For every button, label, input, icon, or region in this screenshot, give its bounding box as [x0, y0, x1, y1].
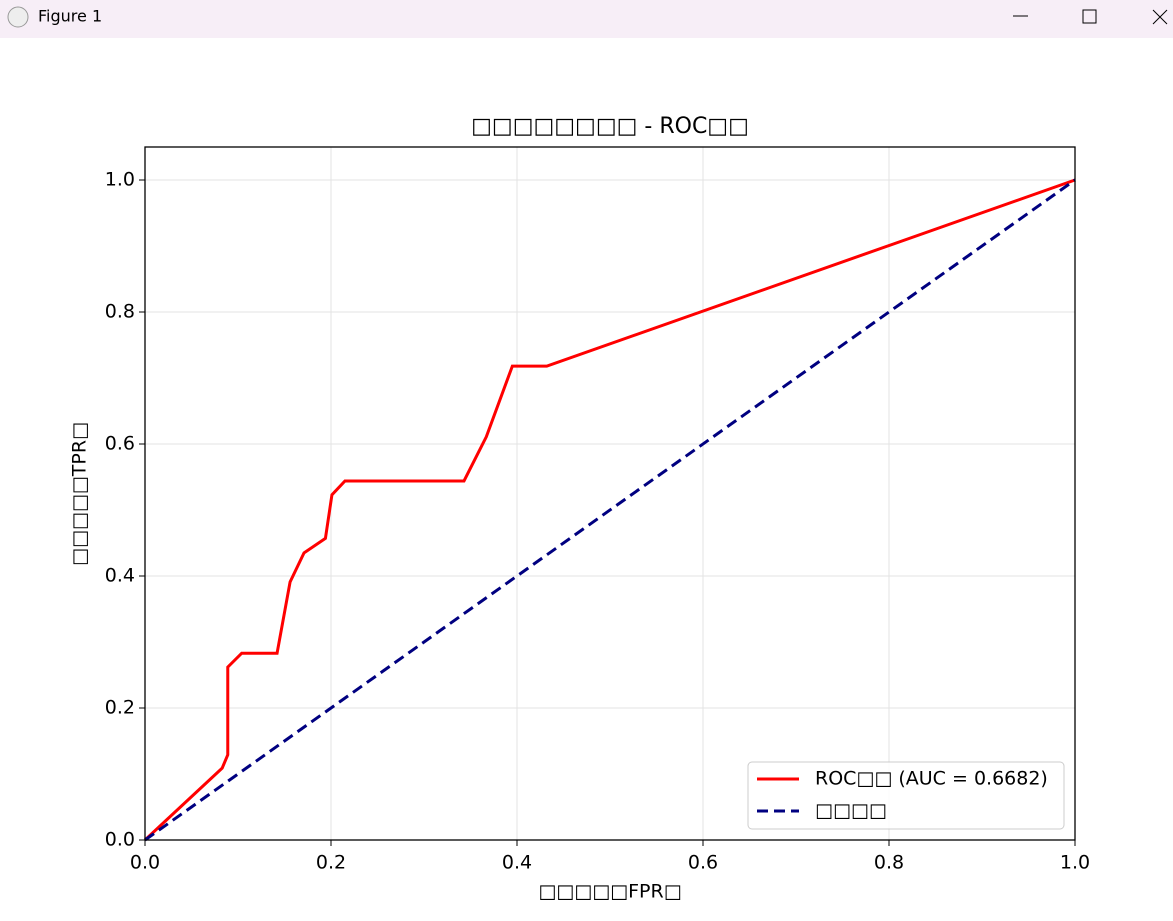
x-tick-label: 0.8 [874, 852, 904, 874]
x-tick-label: 0.2 [316, 852, 346, 874]
y-axis-label: □□□□□TPR□ [69, 422, 91, 566]
window-title: Figure 1 [38, 7, 102, 26]
close-button[interactable] [1152, 9, 1168, 25]
line-series [144, 178, 1076, 842]
x-tick-label: 0.6 [688, 852, 718, 874]
app-icon [7, 6, 29, 28]
maximize-button[interactable] [1082, 9, 1097, 24]
y-tick-label: 0.0 [105, 829, 135, 851]
legend-label: □□□□ [815, 800, 887, 822]
legend-box [747, 761, 1065, 830]
plot-frame [144, 146, 1076, 841]
x-tick-label: 1.0 [1060, 852, 1090, 874]
line-series [143, 178, 1076, 842]
y-tick-label: 1.0 [105, 169, 135, 191]
y-tick-label: 0.8 [105, 301, 135, 323]
chart-title: □□□□□□□□ - ROC□□ [471, 114, 749, 139]
y-tick-label: 0.4 [105, 565, 135, 587]
legend-label: ROC□□ (AUC = 0.6682) [815, 768, 1048, 790]
x-tick-label: 0.0 [130, 852, 160, 874]
x-tick-label: 0.4 [502, 852, 532, 874]
title-bar [0, 0, 1173, 38]
y-tick-label: 0.6 [105, 433, 135, 455]
x-axis-label: □□□□□FPR□ [538, 881, 681, 903]
y-tick-label: 0.2 [105, 697, 135, 719]
